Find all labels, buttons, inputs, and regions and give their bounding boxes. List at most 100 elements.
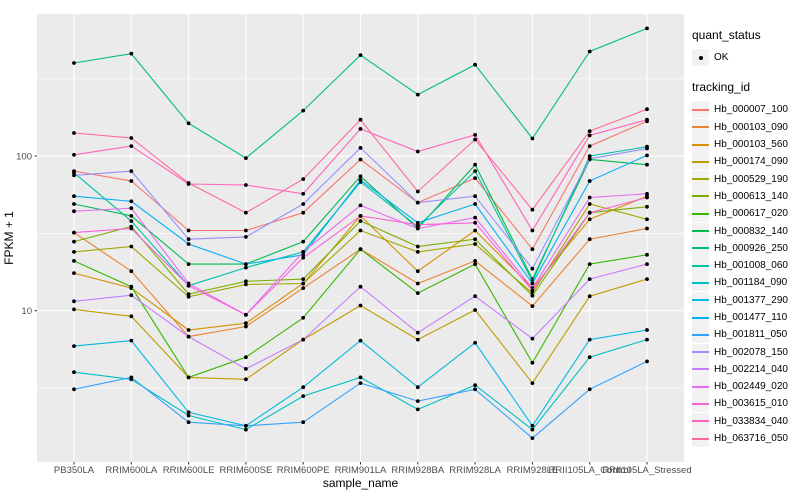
data-point (186, 237, 191, 242)
legend-key-box (692, 222, 709, 240)
data-point (587, 387, 592, 392)
series-Hb_002078_150 (72, 146, 649, 271)
data-point (129, 51, 134, 56)
line-swatch-icon (692, 299, 709, 302)
data-point (415, 244, 420, 249)
data-point (645, 162, 649, 167)
data-point (415, 226, 420, 231)
data-point (186, 410, 191, 415)
data-point (301, 250, 306, 254)
data-point (301, 108, 306, 113)
data-point (301, 337, 306, 342)
legend-item-label: Hb_000103_090 (714, 121, 788, 133)
legend-key-box (692, 187, 709, 205)
data-point (645, 153, 649, 158)
legend-key-box (692, 360, 709, 378)
data-point (129, 338, 134, 343)
data-point (358, 303, 363, 308)
data-point (473, 194, 477, 199)
data-point (72, 239, 76, 244)
data-point (415, 330, 420, 335)
x-tick-label: RRIM600LE (163, 465, 215, 476)
data-point (415, 399, 420, 403)
data-point (645, 252, 649, 257)
data-point (587, 202, 592, 206)
data-point (244, 265, 248, 270)
legend-item-label: Hb_001377_290 (714, 294, 788, 306)
legend-item: Hb_003615_010 (692, 395, 798, 413)
x-tick-label: RRIM928LA (449, 465, 501, 476)
data-point (645, 359, 649, 364)
legend-item: Hb_001377_290 (692, 291, 798, 309)
data-point (358, 117, 363, 122)
data-point (587, 262, 592, 266)
legend-item-label: Hb_000174_090 (714, 156, 788, 168)
data-point (186, 262, 191, 266)
data-point (72, 250, 76, 254)
series-Hb_001811_050 (72, 359, 649, 440)
x-tick-label: RRIM600PE (277, 465, 330, 476)
data-point (415, 149, 420, 154)
point-swatch-icon (698, 55, 703, 60)
data-point (72, 61, 76, 65)
line-swatch-icon (692, 143, 709, 146)
x-tick-label: RRIM600SE (219, 465, 272, 476)
data-point (301, 177, 306, 182)
x-tick-label: RRIM600LA (105, 465, 157, 476)
legend-item: Hb_000613_140 (692, 187, 798, 205)
legend-key-box (692, 136, 709, 154)
line-swatch-icon (692, 316, 709, 319)
y-axis-title: FPKM + 1 (2, 211, 16, 265)
data-point (186, 283, 191, 288)
data-point (645, 217, 649, 222)
data-point (244, 427, 248, 432)
data-point (129, 226, 134, 231)
data-point (473, 176, 477, 181)
data-point (72, 344, 76, 348)
data-point (72, 131, 76, 135)
legend-title-tracking-id: tracking_id (692, 80, 751, 95)
data-point (129, 214, 134, 218)
data-point (72, 170, 76, 175)
data-point (72, 173, 76, 178)
legend-key-box (692, 101, 709, 119)
data-point (645, 277, 649, 281)
legend-item: Hb_000529_190 (692, 170, 798, 188)
data-point (244, 367, 248, 371)
data-point (415, 337, 420, 342)
data-point (358, 146, 363, 150)
data-point (415, 92, 420, 97)
data-point (72, 194, 76, 199)
data-point (473, 137, 477, 142)
legend-item: Hb_033834_040 (692, 412, 798, 430)
series-Hb_002214_040 (72, 262, 649, 371)
data-point (358, 338, 363, 343)
data-point (72, 299, 76, 304)
data-point (244, 210, 248, 215)
data-point (473, 259, 477, 263)
data-point (129, 206, 134, 211)
data-point (530, 336, 535, 341)
legend-item: Hb_000926_250 (692, 239, 798, 257)
data-point (301, 191, 306, 196)
data-point (244, 324, 248, 329)
series-Hb_001184_090 (72, 337, 649, 432)
data-point (244, 156, 248, 161)
data-point (473, 237, 477, 242)
data-point (129, 169, 134, 174)
data-point (530, 427, 535, 432)
data-point (645, 195, 649, 200)
data-point (415, 385, 420, 390)
data-point (645, 204, 649, 209)
data-point (473, 220, 477, 225)
data-point (72, 307, 76, 312)
data-point (530, 381, 535, 385)
x-tick-label: RRIM928BA (391, 465, 444, 476)
data-point (244, 279, 248, 284)
data-point (301, 420, 306, 425)
data-point (72, 259, 76, 263)
data-point (645, 328, 649, 332)
data-point (301, 385, 306, 390)
data-point (244, 355, 248, 360)
data-point (587, 156, 592, 161)
